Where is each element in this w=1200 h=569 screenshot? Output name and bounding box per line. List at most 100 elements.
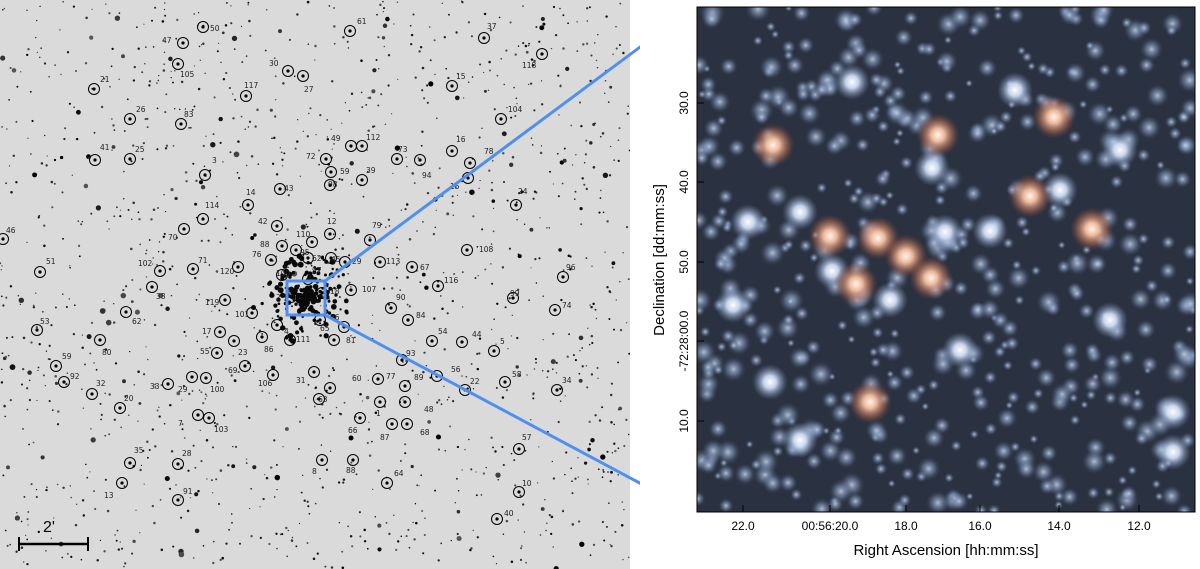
core-star-dot [280,276,285,281]
field-star-dot [280,216,283,219]
faint-star [903,10,919,26]
field-star-dot [483,89,487,93]
marked-star: 37 [478,22,497,44]
field-star-dot [514,484,517,487]
field-star-dot [328,5,331,7]
field-star-dot [32,441,35,444]
field-star-dot [487,89,490,92]
faint-star [974,455,990,472]
marked-star: 94 [414,154,432,180]
field-star-dot [100,413,103,416]
field-star-dot [594,42,596,44]
star-id-label: 20 [124,394,134,403]
star-dot [35,328,39,332]
faint-star [786,297,795,306]
core-star-dot [323,273,328,277]
star-dot [128,461,132,465]
faint-star [833,426,843,436]
faint-star [1086,486,1100,500]
faint-star [792,271,807,285]
field-star-dot [421,66,425,70]
field-star-dot [359,535,362,538]
field-star-dot [421,89,424,92]
faint-star [993,440,1014,462]
faint-star [1081,448,1107,475]
field-star-dot [89,35,94,40]
marked-star: 31 [296,366,320,385]
field-star-dot [35,19,38,22]
marked-star: 90 [385,293,406,314]
core-star-dot [336,284,342,289]
field-star-dot [418,485,420,487]
field-star-dot [408,238,412,241]
field-star-dot [560,298,563,302]
field-star-dot [216,195,218,198]
star-id-label: 58 [512,370,522,379]
field-star-dot [446,312,449,315]
field-star-dot [261,390,264,393]
faint-star [1144,278,1159,293]
field-star-dot [466,387,469,390]
field-star-dot [30,153,32,155]
field-star-dot [405,203,409,206]
field-star-dot [8,99,10,101]
field-star-dot [461,180,463,183]
field-star-dot [367,129,370,132]
field-star-dot [193,13,195,15]
faint-star [1069,414,1081,426]
field-star-dot [50,537,53,540]
field-star-dot [93,490,95,492]
marker-circle [172,58,184,70]
field-star-dot [137,211,140,214]
star-id-label: 92 [70,372,80,381]
star-id-label: 7 [178,419,183,428]
field-star-dot [21,383,23,386]
star-id-label: 59 [62,352,72,361]
faint-star [1131,253,1145,267]
field-star-dot [181,399,183,401]
star-id-label: 72 [306,152,316,161]
field-star-dot [607,471,609,473]
faint-star [1116,389,1136,409]
star-id-label: 112 [366,133,381,142]
star-id-label: 49 [331,134,341,143]
field-star-dot [546,430,549,433]
field-star-dot [519,558,523,561]
field-star-dot [408,305,411,308]
field-star-dot [400,209,402,211]
field-star-dot [205,439,209,442]
faint-star [1098,63,1112,77]
field-star-dot [287,266,289,268]
faint-star [1155,160,1166,170]
field-star-dot [350,183,353,185]
field-star-dot [586,20,589,22]
field-star-dot [86,476,89,479]
field-star-dot [441,194,444,198]
star-id-label: 1 [376,409,381,418]
field-star-dot [435,434,442,440]
field-star-dot [199,429,201,432]
star-id-label: 53 [40,317,50,326]
field-star-dot [320,305,322,307]
faint-star [1102,352,1122,373]
field-star-dot [519,494,522,497]
field-star-dot [168,267,172,271]
field-star-dot [534,357,537,361]
field-star-dot [552,5,556,9]
field-star-dot [532,397,535,400]
faint-star [847,11,863,28]
field-star-dot [137,47,140,50]
field-star-dot [437,448,441,451]
core-star-dot [282,264,288,269]
field-star-dot [384,123,387,126]
field-star-dot [367,428,371,431]
field-star-dot [433,317,436,320]
field-star-dot [184,108,187,110]
field-star-dot [32,304,35,307]
field-star-dot [371,89,376,94]
field-star-dot [333,25,336,28]
faint-star [790,488,803,502]
field-star-dot [581,365,584,368]
